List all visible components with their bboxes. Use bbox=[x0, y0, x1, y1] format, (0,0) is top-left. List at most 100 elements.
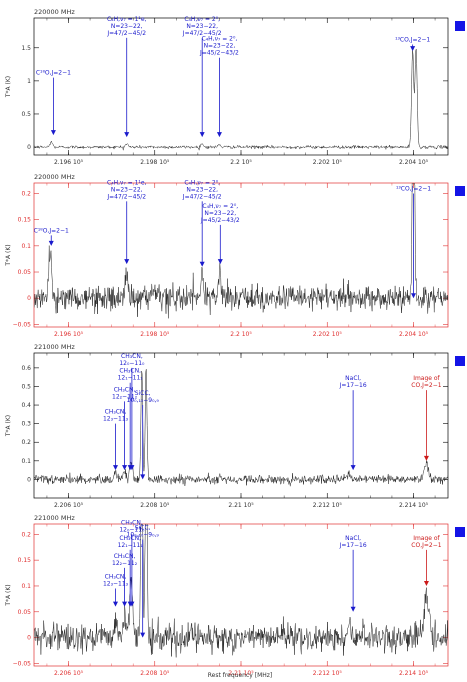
annotation-arrowhead bbox=[124, 132, 130, 138]
legend-square bbox=[455, 21, 465, 31]
x-axis-label: Rest frequency [MHz] bbox=[208, 672, 273, 679]
line-annotation: C₄H,ν₇ = 2⁰,N=23−22,J=45/2−43/2 bbox=[199, 36, 239, 138]
annotation-arrowhead bbox=[411, 293, 416, 299]
line-annotation: CH₃CN,12₃−11₃ bbox=[103, 409, 129, 471]
line-annotation: C₄H,ν₇ = 2⁰,N=23−22,J=45/2−43/2 bbox=[200, 203, 240, 265]
frequency-label: 221000 MHz bbox=[34, 343, 75, 351]
y-tick-label: 0.1 bbox=[21, 243, 31, 250]
annotation-text: 12₂−11₂ bbox=[112, 560, 138, 567]
annotation-arrowhead bbox=[124, 259, 130, 265]
annotation-text: C₄H,ν₇ = 2⁰, bbox=[202, 203, 238, 210]
annotation-arrowhead bbox=[423, 455, 429, 461]
line-annotation: SiCC,10₀,₁₀−9₀,₉ bbox=[127, 524, 159, 638]
y-tick-label: 0.5 bbox=[21, 111, 31, 118]
annotation-text: N=23−22, bbox=[111, 23, 143, 30]
annotation-text: 12₀−11₀ bbox=[119, 360, 145, 367]
y-axis-label: T*A (K) bbox=[5, 244, 12, 266]
line-annotation: NaCl,J=17−16 bbox=[339, 375, 367, 471]
annotation-text: J=45/2−43/2 bbox=[199, 50, 239, 57]
y-axis-label: T*A (K) bbox=[5, 584, 12, 606]
annotation-text: CH₃CN, bbox=[121, 353, 143, 360]
y-tick-label: 0.05 bbox=[18, 269, 32, 276]
annotation-text: CO,J=2−1 bbox=[411, 382, 441, 389]
annotation-arrowhead bbox=[140, 474, 146, 480]
annotation-text: ¹³CO,J=2−1 bbox=[396, 185, 431, 192]
annotation-arrowhead bbox=[113, 465, 119, 471]
line-annotation: CH₃CN,12₁−11₁ bbox=[118, 535, 144, 607]
x-tick-label: 2.196 10⁵ bbox=[54, 331, 84, 338]
annotation-arrowhead bbox=[410, 46, 416, 52]
annotation-text: J=47/2−45/2 bbox=[182, 193, 222, 200]
y-tick-label: 0 bbox=[27, 144, 31, 151]
frequency-label: 220000 MHz bbox=[34, 8, 75, 16]
line-annotation: C₄H,ν₇ = 1¹e,N=23−22,J=47/2−45/2 bbox=[106, 179, 147, 265]
annotation-text: SiCC, bbox=[135, 524, 151, 531]
line-annotation: C¹⁸O,J=2−1 bbox=[36, 70, 71, 136]
annotation-text: N=23−22, bbox=[111, 186, 143, 193]
annotation-text: CH₃CN, bbox=[114, 553, 136, 560]
annotation-text: CO,J=2−1 bbox=[411, 542, 441, 549]
y-tick-label: 0 bbox=[27, 635, 31, 642]
x-tick-label: 2.208 10⁵ bbox=[140, 502, 170, 509]
y-tick-label: 0.2 bbox=[21, 531, 31, 538]
y-tick-label: 0.4 bbox=[21, 402, 31, 409]
y-tick-label: −0.05 bbox=[13, 321, 32, 328]
annotation-text: C₄H,ν₇ = 2⁰, bbox=[184, 16, 220, 23]
y-tick-label: 0.15 bbox=[18, 217, 32, 224]
annotation-text: NaCl, bbox=[345, 375, 361, 382]
annotation-text: Image of bbox=[413, 375, 440, 382]
annotation-text: J=47/2−45/2 bbox=[106, 30, 146, 37]
annotation-arrowhead bbox=[199, 261, 205, 267]
legend-square bbox=[455, 527, 465, 537]
line-annotation: C₄H,ν₇ = 2⁰,N=23−22,J=47/2−45/2 bbox=[182, 16, 222, 138]
annotation-text: 12₃−11₃ bbox=[103, 581, 129, 588]
x-tick-label: 2.198 10⁵ bbox=[140, 159, 170, 166]
annotation-arrowhead bbox=[127, 601, 133, 607]
x-tick-label: 2.206 10⁵ bbox=[54, 502, 84, 509]
annotation-text: 12₀−11₀ bbox=[119, 526, 145, 533]
annotation-arrowhead bbox=[48, 240, 54, 246]
annotation-text: Image of bbox=[413, 535, 440, 542]
annotation-text: N=23−22, bbox=[186, 186, 218, 193]
annotation-text: SiCC, bbox=[135, 390, 151, 397]
annotation-text: J=45/2−43/2 bbox=[200, 217, 240, 224]
annotation-text: CH₃CN, bbox=[119, 368, 141, 375]
annotation-arrowhead bbox=[350, 465, 356, 471]
frequency-label: 221000 MHz bbox=[34, 514, 75, 522]
plot-frame bbox=[33, 182, 449, 328]
x-tick-label: 2.198 10⁵ bbox=[140, 331, 170, 338]
line-annotation: ¹³CO,J=2−1 bbox=[396, 185, 431, 299]
annotation-text: CH₃CN, bbox=[105, 409, 127, 416]
x-tick-label: 2.202 10⁵ bbox=[313, 331, 343, 338]
annotation-text: J=47/2−45/2 bbox=[182, 30, 222, 37]
frequency-label: 220000 MHz bbox=[34, 173, 75, 181]
x-tick-label: 2.212 10⁵ bbox=[313, 670, 343, 677]
annotation-text: C₄H,ν₇ = 1¹e, bbox=[107, 16, 147, 23]
annotation-text: 12₁−11₁ bbox=[118, 375, 144, 382]
annotation-text: N=23−22, bbox=[186, 23, 218, 30]
annotation-text: C₄H,ν₇ = 1¹e, bbox=[107, 179, 147, 186]
y-tick-label: 0.3 bbox=[21, 421, 31, 428]
line-annotation: CH₃CN,12₂−11₂ bbox=[112, 553, 138, 607]
y-tick-label: 0.6 bbox=[21, 365, 31, 372]
x-tick-label: 2.2 10⁵ bbox=[230, 331, 252, 338]
annotation-text: N=23−22, bbox=[204, 210, 236, 217]
annotation-text: CH₃CN, bbox=[119, 535, 141, 542]
plot-frame bbox=[33, 352, 449, 499]
line-annotation: C₄H,ν₇ = 2⁰,N=23−22,J=47/2−45/2 bbox=[182, 179, 222, 267]
y-tick-label: 0.1 bbox=[21, 458, 31, 465]
legend-square bbox=[455, 186, 465, 196]
annotation-text: C¹⁸O,J=2−1 bbox=[34, 227, 69, 234]
line-annotation: ¹³CO,J=2−1 bbox=[395, 36, 430, 52]
x-tick-label: 2.204 10⁵ bbox=[399, 159, 429, 166]
annotation-text: 12₁−11₁ bbox=[118, 542, 144, 549]
y-axis-label: T*A (K) bbox=[5, 415, 12, 437]
spectrum-line bbox=[34, 48, 448, 151]
x-tick-label: 2.196 10⁵ bbox=[54, 159, 84, 166]
x-tick-label: 2.21 10⁵ bbox=[228, 670, 254, 677]
y-tick-label: 1.5 bbox=[21, 45, 31, 52]
x-tick-label: 2.21 10⁵ bbox=[228, 502, 254, 509]
spectrum-line bbox=[34, 369, 448, 487]
